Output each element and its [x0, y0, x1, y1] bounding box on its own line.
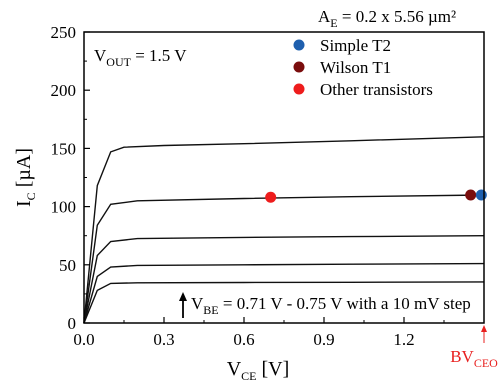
ic-curve-4 — [83, 194, 485, 324]
ic-curve-2 — [83, 262, 485, 324]
marker-wilson-t1 — [465, 189, 477, 201]
vbe-arrow-head — [179, 292, 187, 301]
vbe-note: VBE = 0.71 V - 0.75 V with a 10 mV step — [191, 294, 471, 317]
x-tick-label: 0.9 — [313, 330, 334, 349]
legend-label-simple-t2: Simple T2 — [320, 36, 391, 55]
y-tick-label: 0 — [68, 314, 77, 333]
ic-curve-5 — [83, 136, 485, 324]
x-tick-label: 1.2 — [393, 330, 414, 349]
bv-arrow-head — [481, 325, 487, 332]
y-tick-label: 200 — [51, 81, 77, 100]
header-note: AE = 0.2 x 5.56 µm² — [318, 7, 456, 30]
x-axis-label: VCE [V] — [227, 358, 290, 383]
legend-label-wilson-t1: Wilson T1 — [320, 58, 391, 77]
marker-other-transistors — [265, 191, 277, 203]
y-tick-label: 100 — [51, 198, 77, 217]
ic-curve-1 — [83, 281, 485, 324]
x-tick-label: 0.6 — [233, 330, 254, 349]
marker-simple-t2 — [475, 189, 487, 201]
y-tick-label: 150 — [51, 139, 77, 158]
legend-swatch-wilson-t1 — [293, 61, 305, 73]
curves-layer — [83, 136, 485, 324]
axes-layer: 0.0 0.3 0.6 0.9 1.2 0 50 100 150 200 250 — [51, 23, 485, 349]
x-tick-label: 0.0 — [73, 330, 94, 349]
bv-ceo-label: BVCEO — [450, 347, 498, 370]
vout-note: VOUT = 1.5 V — [94, 46, 187, 69]
legend-label-other-transistors: Other transistors — [320, 80, 433, 99]
y-tick-label: 250 — [51, 23, 77, 42]
text-layer: AE = 0.2 x 5.56 µm² VOUT = 1.5 V Simple T2… — [13, 7, 498, 383]
x-tick-label: 0.3 — [153, 330, 174, 349]
plot-frame — [83, 31, 485, 324]
y-axis-label: IC [µA] — [13, 148, 38, 207]
ic-curve-3 — [83, 235, 485, 324]
y-tick-label: 50 — [59, 256, 76, 275]
legend-swatch-simple-t2 — [293, 39, 305, 51]
legend-swatch-other-transistors — [293, 83, 305, 95]
